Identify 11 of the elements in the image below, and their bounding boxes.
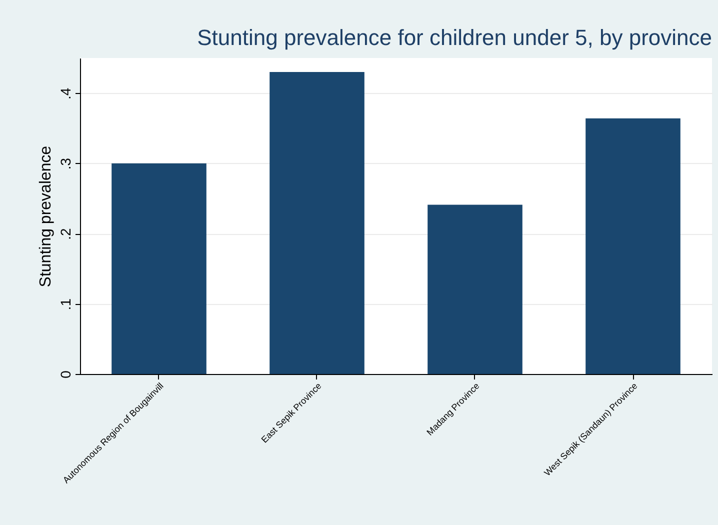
bar xyxy=(112,163,206,374)
y-tick-label: .3 xyxy=(58,158,74,170)
chart-title: Stunting prevalence for children under 5, by province xyxy=(197,25,712,50)
bar xyxy=(428,204,522,374)
y-tick-label: 0 xyxy=(58,370,74,378)
y-axis-title: Stunting prevalence xyxy=(38,146,54,288)
bar xyxy=(586,118,680,374)
y-tick-label: .2 xyxy=(58,228,74,240)
y-tick-label: .4 xyxy=(58,88,74,100)
bar xyxy=(270,72,364,374)
y-tick-label: .1 xyxy=(58,298,74,310)
